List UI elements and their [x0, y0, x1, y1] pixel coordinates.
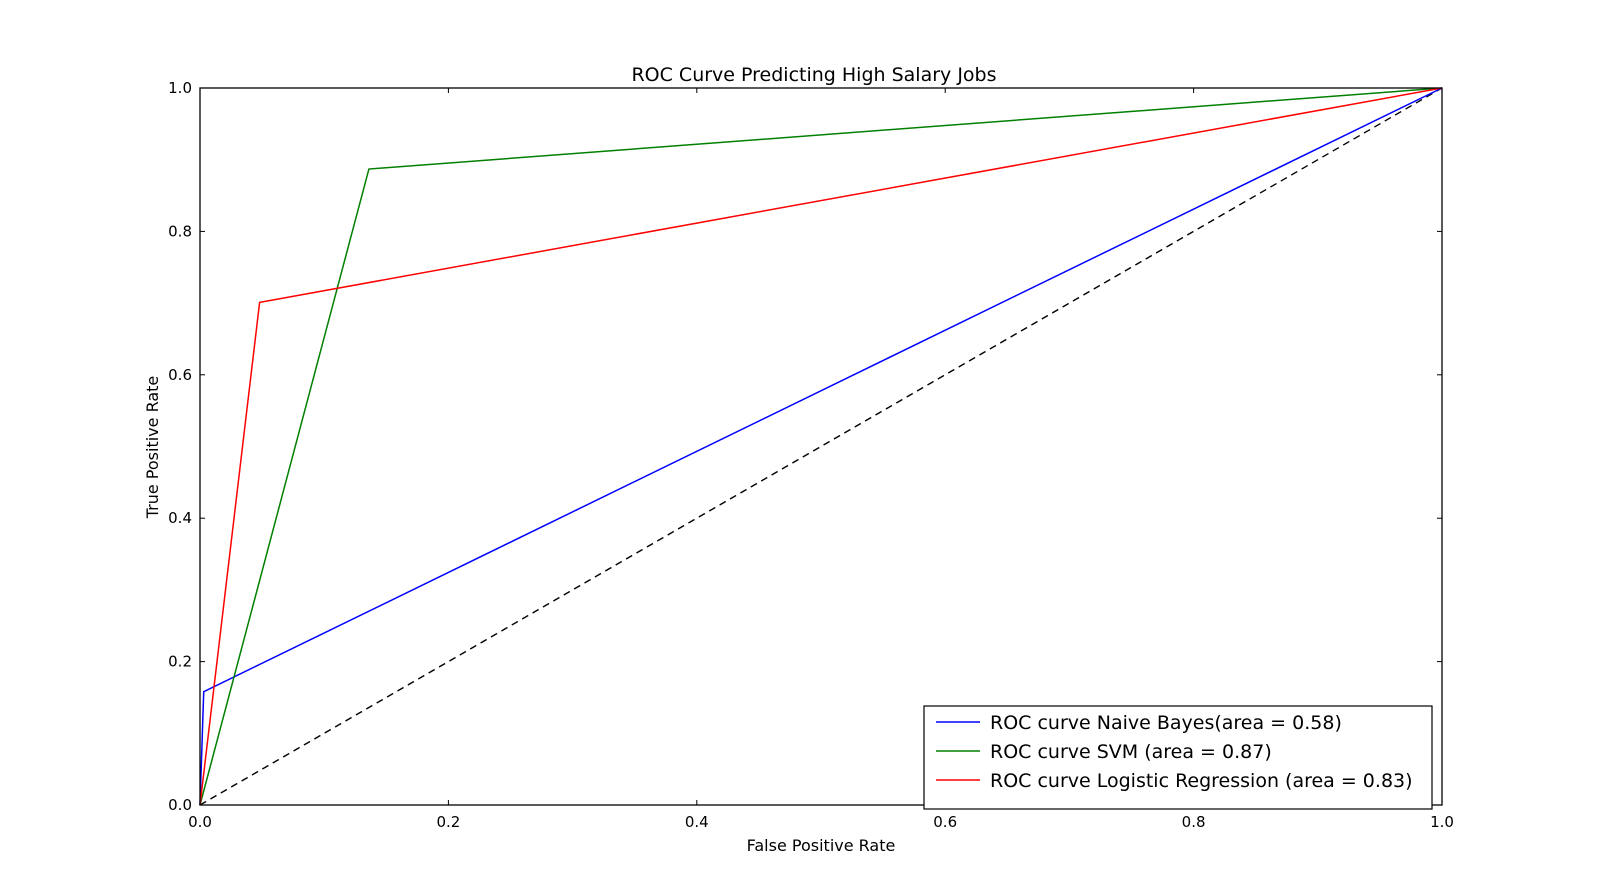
y-tick-label: 0.6 [168, 366, 192, 384]
y-tick-label: 0.8 [168, 222, 192, 240]
x-tick-label: 0.6 [933, 813, 957, 831]
series-layer [199, 87, 1443, 806]
chart-title: ROC Curve Predicting High Salary Jobs [631, 64, 996, 86]
y-axis-label: True Positive Rate [143, 376, 162, 520]
legend-box [923, 705, 1433, 810]
legend-entry-label: ROC curve Logistic Regression (area = 0.… [990, 770, 1413, 792]
y-tick-label: 0.2 [168, 653, 192, 671]
legend-entry-label: ROC curve Naive Bayes(area = 0.58) [990, 712, 1342, 734]
legend-entry-label: ROC curve SVM (area = 0.87) [990, 741, 1272, 763]
series-line-roc-curve-naive-bayes [199, 87, 1443, 806]
x-axis-label: False Positive Rate [747, 836, 896, 855]
y-tick-label: 1.0 [168, 79, 192, 97]
series-line-roc-curve-svm [199, 87, 1443, 806]
x-tick-label: 1.0 [1430, 813, 1454, 831]
y-tick-label: 0.4 [168, 509, 192, 527]
y-tick-label: 0.0 [168, 796, 192, 814]
x-tick-label: 0.8 [1182, 813, 1206, 831]
x-tick-label: 0.0 [188, 813, 212, 831]
legend: ROC curve Naive Bayes(area = 0.58) ROC cu… [923, 705, 1433, 810]
plot-frame [199, 87, 1443, 806]
x-tick-label: 0.2 [436, 813, 460, 831]
x-tick-label: 0.4 [685, 813, 709, 831]
series-line-roc-curve-logistic-regression [199, 87, 1443, 806]
reference-diagonal-line [199, 87, 1443, 806]
